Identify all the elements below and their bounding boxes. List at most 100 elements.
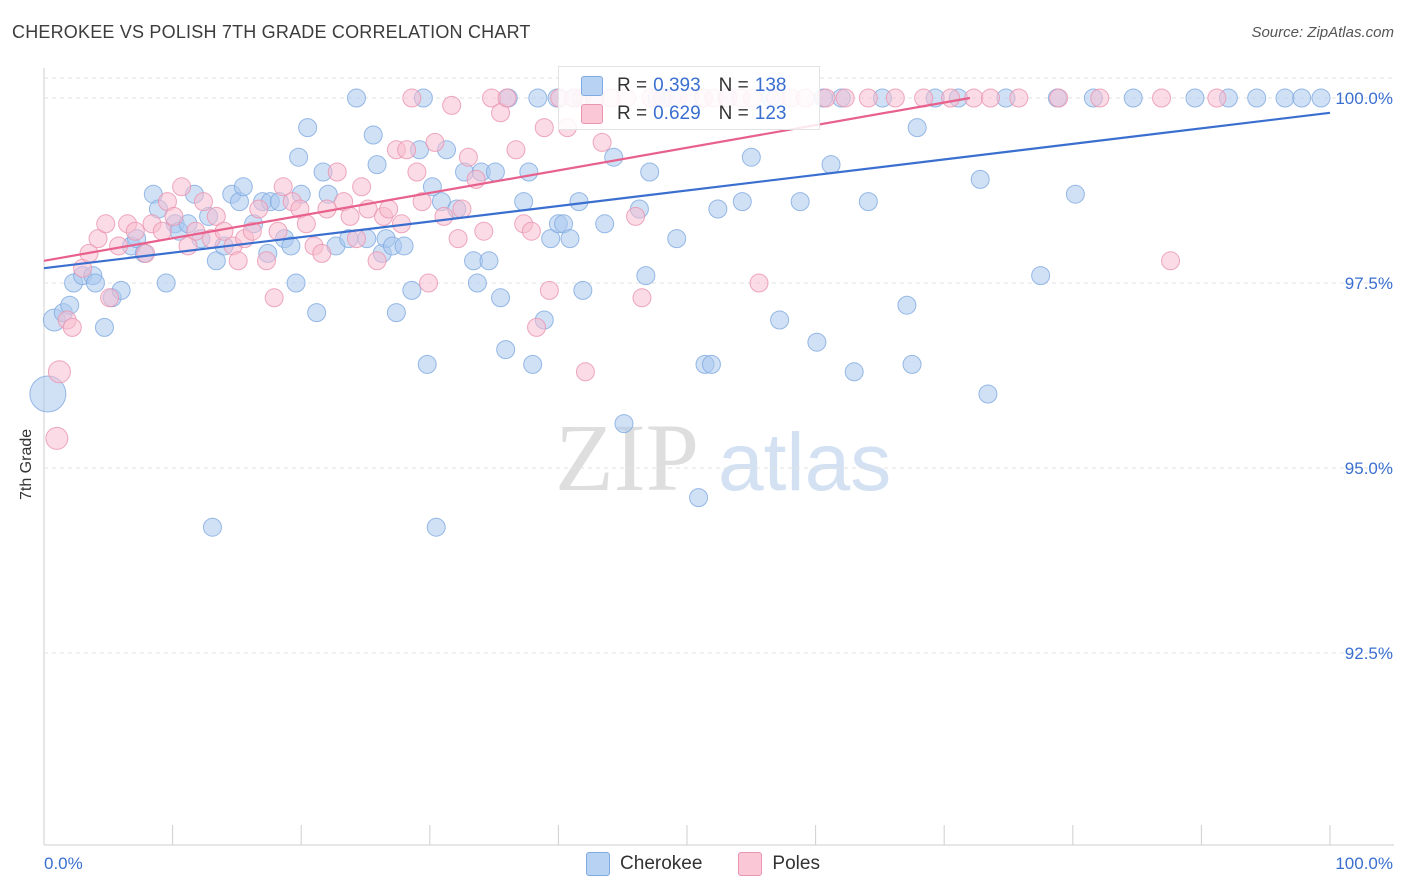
poles-point — [268, 221, 288, 241]
cherokee-point — [491, 288, 511, 308]
poles-point — [534, 118, 554, 138]
cherokee-point — [346, 88, 366, 108]
poles-point — [47, 360, 71, 384]
x-tick-label: 0.0% — [44, 854, 83, 873]
cherokee-point — [858, 192, 878, 212]
watermark-atlas: atlas — [718, 417, 891, 508]
cherokee-point — [426, 517, 446, 537]
cherokee-point — [479, 251, 499, 271]
cherokee-point — [156, 273, 176, 293]
cherokee-point — [1247, 88, 1267, 108]
cherokee-point — [844, 362, 864, 382]
poles-point — [296, 214, 316, 234]
cherokee-point — [514, 192, 534, 212]
cherokee-trend-line — [43, 111, 1331, 270]
cherokee-point — [367, 155, 387, 175]
poles-point — [327, 162, 347, 182]
cherokee-point — [595, 214, 615, 234]
y-tick-label: 97.5% — [1345, 274, 1393, 293]
stats-row-cherokee: R = 0.393 N = 138 — [581, 75, 804, 97]
cherokee-point — [640, 162, 660, 182]
r-label: R = — [617, 103, 648, 124]
poles-point — [249, 199, 269, 219]
poles-stat-swatch — [581, 104, 603, 124]
cherokee-point — [569, 192, 589, 212]
cherokee-point — [667, 229, 687, 249]
poles-point — [1207, 88, 1227, 108]
cherokee-point — [94, 317, 114, 337]
cherokee-point — [417, 354, 437, 374]
legend-label-poles: Poles — [772, 853, 820, 874]
poles-point — [527, 317, 547, 337]
cherokee-point — [363, 125, 383, 145]
poles-point — [340, 206, 360, 226]
cherokee-point — [467, 273, 487, 293]
cherokee-point — [541, 229, 561, 249]
cherokee-point — [807, 332, 827, 352]
poles-point — [152, 221, 172, 241]
cherokee-point — [897, 295, 917, 315]
cherokee-point — [402, 280, 422, 300]
poles-point — [419, 273, 439, 293]
poles-point — [136, 243, 156, 263]
r-label: R = — [617, 75, 648, 96]
poles-point — [442, 95, 462, 115]
poles-point — [434, 206, 454, 226]
poles-point — [264, 288, 284, 308]
poles-point — [980, 88, 1000, 108]
poles-point — [885, 88, 905, 108]
cherokee-point — [307, 303, 327, 323]
cherokee-point — [233, 177, 253, 197]
poles-point — [206, 206, 226, 226]
poles-point — [592, 132, 612, 152]
n-value-poles: 123 — [754, 103, 787, 124]
cherokee-point — [604, 147, 624, 167]
poles-point — [941, 88, 961, 108]
cherokee-point — [85, 273, 105, 293]
legend-swatch-poles — [738, 852, 763, 876]
cherokee-point — [528, 88, 548, 108]
r-value-poles: 0.629 — [653, 103, 701, 124]
cherokee-point — [29, 375, 67, 413]
poles-point — [858, 88, 878, 108]
y-tick-label: 100.0% — [1335, 89, 1393, 108]
cherokee-point — [978, 384, 998, 404]
y-tick-label: 92.5% — [1345, 644, 1393, 663]
cherokee-point — [298, 118, 318, 138]
legend-swatch-cherokee — [586, 852, 611, 876]
legend-item-poles[interactable]: Poles — [738, 852, 820, 876]
legend-label-cherokee: Cherokee — [620, 853, 703, 874]
cherokee-point — [732, 192, 752, 212]
poles-point — [407, 162, 427, 182]
cherokee-point — [907, 118, 927, 138]
poles-point — [539, 280, 559, 300]
cherokee-point — [496, 340, 516, 360]
poles-point — [575, 362, 595, 382]
poles-point — [62, 317, 82, 337]
poles-point — [749, 273, 769, 293]
poles-point — [228, 251, 248, 271]
poles-point — [497, 88, 517, 108]
cherokee-point — [614, 414, 634, 434]
cherokee-point — [281, 236, 301, 256]
r-value-cherokee: 0.393 — [653, 75, 701, 96]
cherokee-point — [560, 229, 580, 249]
cherokee-stat-swatch — [581, 76, 603, 96]
cherokee-point — [523, 354, 543, 374]
cherokee-point — [485, 162, 505, 182]
poles-point — [256, 251, 276, 271]
poles-point — [1152, 88, 1172, 108]
legend-item-cherokee[interactable]: Cherokee — [586, 852, 702, 876]
cherokee-point — [386, 303, 406, 323]
cherokee-point — [821, 155, 841, 175]
poles-point — [100, 288, 120, 308]
cherokee-point — [902, 354, 922, 374]
source-credit: Source: ZipAtlas.com — [1251, 24, 1394, 41]
stats-row-poles: R = 0.629 N = 123 — [581, 103, 804, 125]
n-label: N = — [718, 75, 749, 96]
poles-point — [125, 221, 145, 241]
poles-point — [242, 221, 262, 241]
cherokee-point — [202, 517, 222, 537]
poles-point — [521, 221, 541, 241]
